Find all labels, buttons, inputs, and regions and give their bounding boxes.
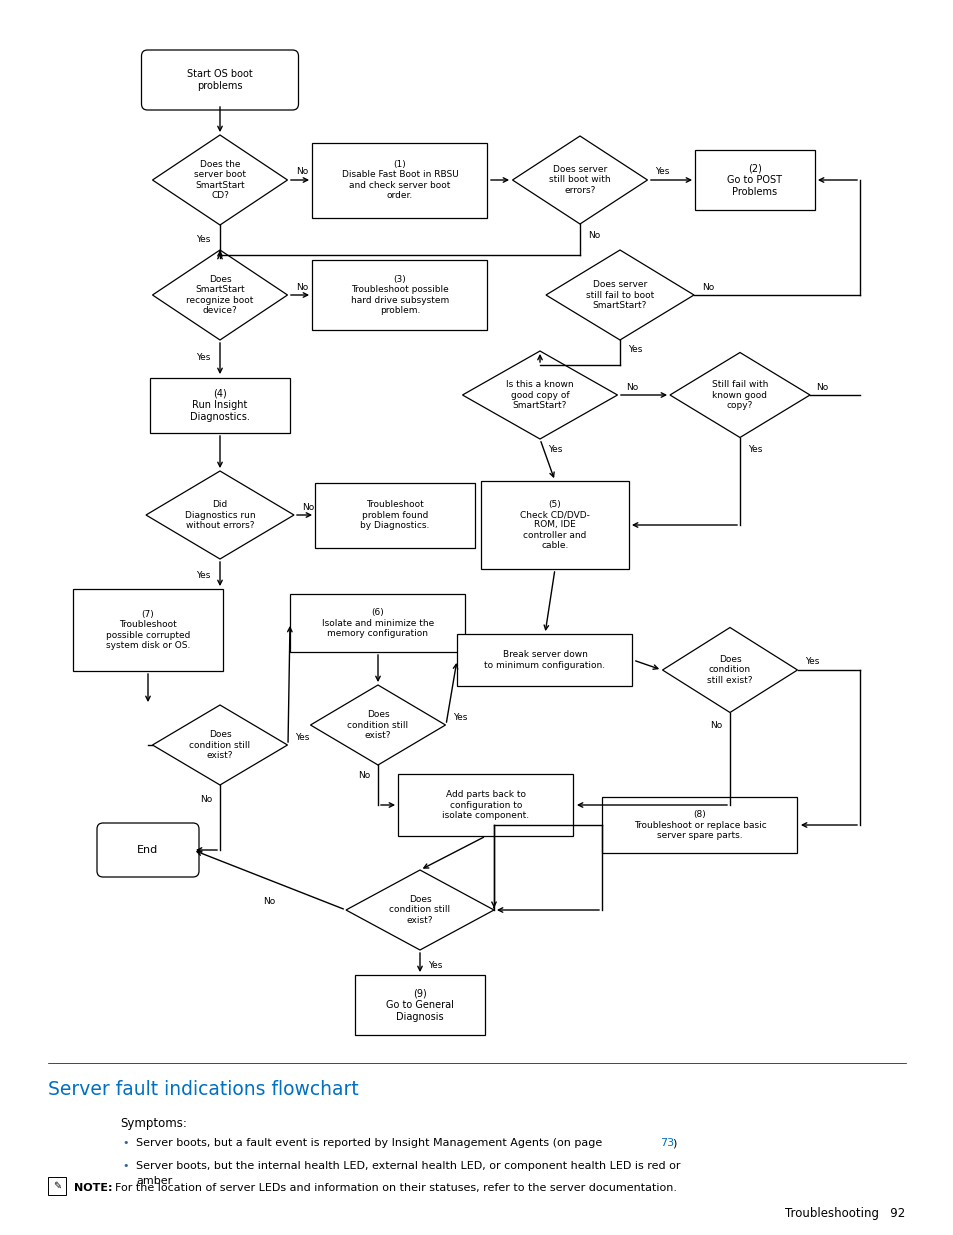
Text: Does
condition
still exist?: Does condition still exist? (706, 655, 752, 685)
Bar (291, 594, 465, 652)
FancyBboxPatch shape (141, 49, 298, 110)
Text: Does server
still fail to boot
SmartStart?: Does server still fail to boot SmartStar… (585, 280, 654, 310)
Text: No: No (625, 383, 638, 391)
Text: Server boots, but a fault event is reported by Insight Management Agents (on pag: Server boots, but a fault event is repor… (136, 1137, 605, 1149)
Polygon shape (146, 471, 294, 559)
Text: amber: amber (136, 1176, 172, 1186)
Text: Does the
server boot
SmartStart
CD?: Does the server boot SmartStart CD? (193, 159, 246, 200)
Polygon shape (152, 705, 287, 785)
Bar (48, 1177, 66, 1195)
Text: End: End (137, 845, 158, 855)
Text: (8)
Troubleshoot or replace basic
server spare parts.: (8) Troubleshoot or replace basic server… (633, 810, 765, 840)
Text: No: No (357, 771, 370, 779)
Text: Yes: Yes (747, 446, 761, 454)
Text: Server boots, but the internal health LED, external health LED, or component hea: Server boots, but the internal health LE… (136, 1161, 679, 1171)
Text: •: • (122, 1161, 129, 1171)
Text: Add parts back to
configuration to
isolate component.: Add parts back to configuration to isola… (442, 790, 529, 820)
Text: Server fault indications flowchart: Server fault indications flowchart (48, 1079, 358, 1099)
Text: Yes: Yes (547, 446, 561, 454)
Text: (2)
Go to POST
Problems: (2) Go to POST Problems (727, 163, 781, 196)
Polygon shape (462, 351, 617, 438)
Polygon shape (152, 249, 287, 340)
Text: No: No (709, 720, 721, 730)
Text: No: No (263, 898, 275, 906)
Text: Yes: Yes (804, 657, 819, 667)
Bar (695, 149, 814, 210)
Bar (398, 774, 573, 836)
Polygon shape (661, 627, 797, 713)
Bar (150, 378, 290, 432)
Text: Does
condition still
exist?: Does condition still exist? (190, 730, 251, 760)
Text: (5)
Check CD/DVD-
ROM, IDE
controller and
cable.: (5) Check CD/DVD- ROM, IDE controller an… (519, 500, 589, 551)
Text: No: No (701, 283, 714, 291)
Bar (457, 634, 632, 685)
Bar (313, 261, 487, 330)
Text: Break server down
to minimum configuration.: Break server down to minimum configurati… (484, 651, 605, 669)
Text: For the location of server LEDs and information on their statuses, refer to the : For the location of server LEDs and info… (108, 1183, 677, 1193)
Text: Troubleshoot
problem found
by Diagnostics.: Troubleshoot problem found by Diagnostic… (360, 500, 429, 530)
Text: NOTE:: NOTE: (74, 1183, 112, 1193)
Text: Symptoms:: Symptoms: (120, 1116, 187, 1130)
Text: No: No (295, 168, 308, 177)
Polygon shape (310, 685, 445, 764)
Text: Yes: Yes (195, 571, 210, 579)
Text: Yes: Yes (654, 168, 668, 177)
Bar (480, 480, 628, 569)
Text: Troubleshooting   92: Troubleshooting 92 (784, 1207, 904, 1220)
Text: (7)
Troubleshoot
possible corrupted
system disk or OS.: (7) Troubleshoot possible corrupted syst… (106, 610, 190, 650)
Text: (4)
Run Insight
Diagnostics.: (4) Run Insight Diagnostics. (190, 388, 250, 421)
Bar (314, 483, 475, 547)
Text: ): ) (671, 1137, 676, 1149)
Text: No: No (301, 503, 314, 511)
Polygon shape (346, 869, 494, 950)
Text: (3)
Troubleshoot possible
hard drive subsystem
problem.: (3) Troubleshoot possible hard drive sub… (351, 275, 449, 315)
Bar (73, 589, 223, 671)
Text: (6)
Isolate and minimize the
memory configuration: (6) Isolate and minimize the memory conf… (321, 608, 434, 638)
Text: ✎: ✎ (52, 1181, 61, 1191)
Text: Yes: Yes (195, 236, 210, 245)
Text: No: No (199, 795, 212, 804)
Polygon shape (512, 136, 647, 224)
Text: Yes: Yes (195, 352, 210, 362)
FancyBboxPatch shape (97, 823, 199, 877)
Text: Does
SmartStart
recognize boot
device?: Does SmartStart recognize boot device? (186, 275, 253, 315)
Text: Yes: Yes (294, 732, 309, 741)
Text: 73: 73 (659, 1137, 674, 1149)
Polygon shape (669, 352, 809, 437)
Text: Did
Diagnostics run
without errors?: Did Diagnostics run without errors? (185, 500, 255, 530)
Text: Does
condition still
exist?: Does condition still exist? (389, 895, 450, 925)
Text: Does server
still boot with
errors?: Does server still boot with errors? (549, 165, 610, 195)
Text: Yes: Yes (453, 713, 467, 721)
Text: Is this a known
good copy of
SmartStart?: Is this a known good copy of SmartStart? (506, 380, 573, 410)
Polygon shape (152, 135, 287, 225)
Text: Start OS boot
problems: Start OS boot problems (187, 69, 253, 91)
Text: No: No (587, 231, 599, 241)
Bar (355, 974, 484, 1035)
Text: No: No (295, 283, 308, 291)
Bar (313, 142, 487, 217)
Bar (602, 797, 797, 853)
Polygon shape (545, 249, 693, 340)
Text: (1)
Disable Fast Boot in RBSU
and check server boot
order.: (1) Disable Fast Boot in RBSU and check … (341, 159, 457, 200)
Text: (9)
Go to General
Diagnosis: (9) Go to General Diagnosis (386, 988, 454, 1021)
Text: Yes: Yes (627, 346, 641, 354)
Text: Does
condition still
exist?: Does condition still exist? (347, 710, 408, 740)
Text: •: • (122, 1137, 129, 1149)
Text: Still fail with
known good
copy?: Still fail with known good copy? (711, 380, 767, 410)
Text: Yes: Yes (428, 961, 442, 969)
Text: No: No (815, 383, 827, 391)
